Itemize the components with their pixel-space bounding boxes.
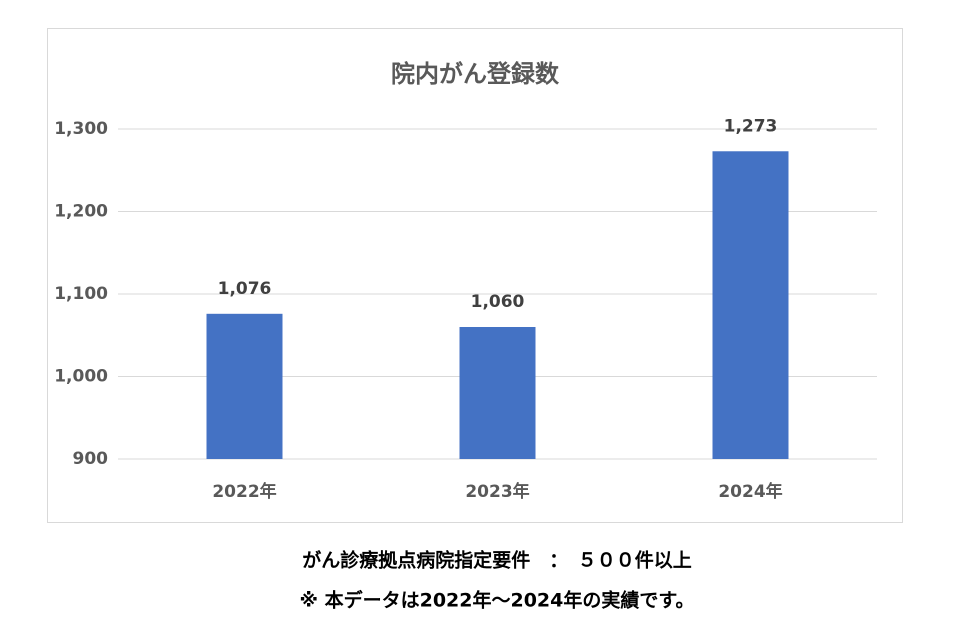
- chart-title: 院内がん登録数: [391, 60, 560, 88]
- bar: [459, 327, 536, 459]
- footnote: ※ 本データは2022年～2024年の実績です。: [300, 589, 695, 612]
- y-tick-label: 900: [73, 449, 109, 469]
- x-tick-label: 2023年: [465, 481, 529, 502]
- y-tick-label: 1,100: [54, 284, 108, 304]
- x-tick-label: 2024年: [718, 481, 782, 502]
- x-tick-label: 2022年: [212, 481, 276, 502]
- value-label: 1,076: [218, 279, 272, 299]
- value-label: 1,060: [471, 292, 525, 312]
- y-tick-label: 1,200: [54, 202, 108, 222]
- bar: [206, 313, 283, 459]
- y-tick-label: 1,300: [54, 119, 108, 139]
- value-label: 1,273: [724, 116, 778, 136]
- footnote: がん診療拠点病院指定要件 ： ５００件以上: [302, 549, 692, 572]
- y-tick-label: 1,000: [54, 367, 108, 387]
- bar: [712, 151, 789, 459]
